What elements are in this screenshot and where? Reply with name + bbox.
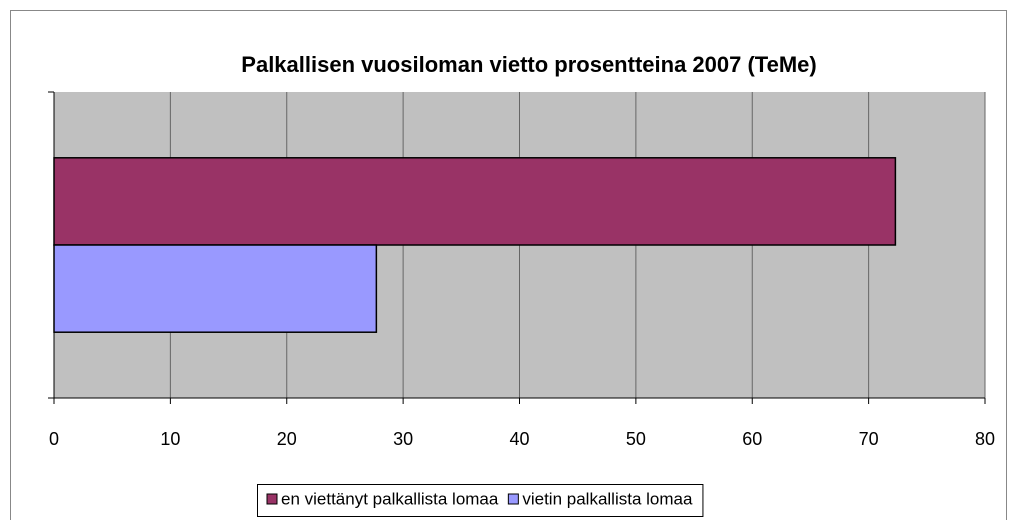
x-tick-label: 0 bbox=[49, 429, 59, 449]
legend bbox=[257, 484, 704, 517]
legend-label: vietin palkallista lomaa bbox=[522, 489, 693, 508]
chart-title: Palkallisen vuosiloman vietto prosenttei… bbox=[241, 52, 816, 77]
x-tick-label: 50 bbox=[626, 429, 646, 449]
bar bbox=[53, 157, 897, 246]
legend-swatch bbox=[266, 493, 278, 505]
x-tick-label: 20 bbox=[277, 429, 297, 449]
x-tick-label: 70 bbox=[859, 429, 879, 449]
bar bbox=[53, 244, 378, 333]
x-tick-label: 80 bbox=[975, 429, 995, 449]
x-tick-label: 30 bbox=[393, 429, 413, 449]
legend-swatch bbox=[507, 493, 519, 505]
x-tick-label: 10 bbox=[160, 429, 180, 449]
legend-label: en viettänyt palkallista lomaa bbox=[281, 489, 499, 508]
x-tick-label: 40 bbox=[509, 429, 529, 449]
x-tick-label: 60 bbox=[742, 429, 762, 449]
